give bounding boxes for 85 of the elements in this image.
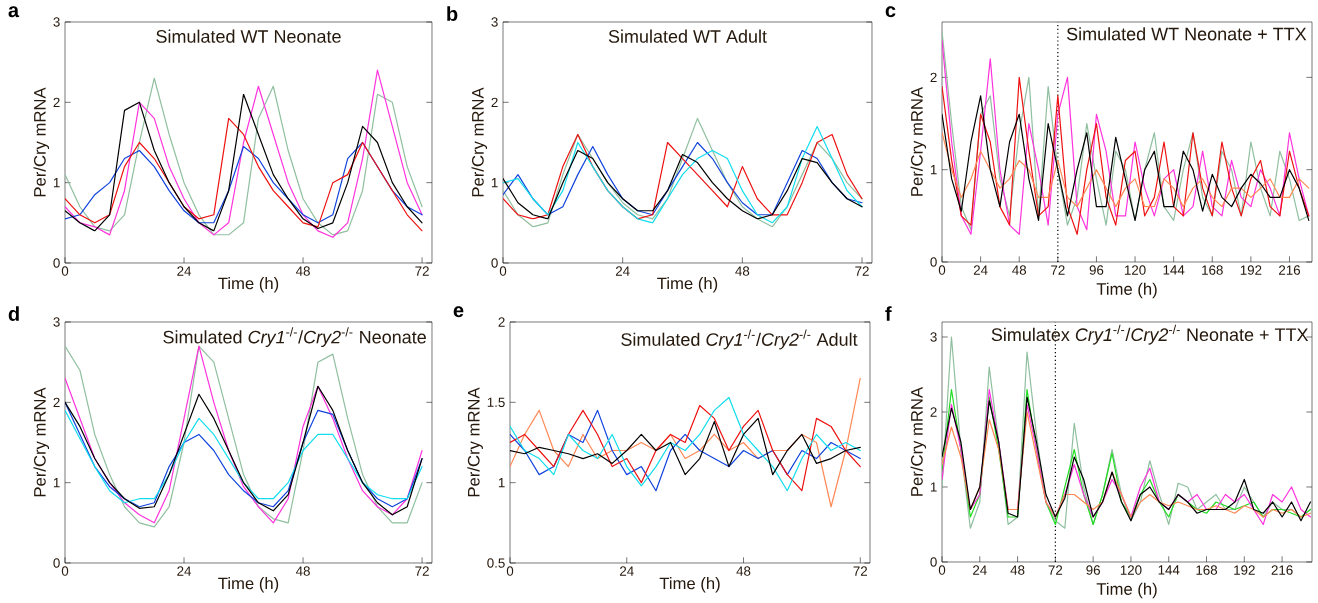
x-tick-label: 48 — [1010, 565, 1025, 575]
y-tick-label: 1 — [930, 482, 937, 492]
y-tick-label: 0 — [930, 257, 937, 267]
x-axis-title: Time (h) — [1096, 282, 1157, 299]
x-tick-label: 0 — [61, 266, 69, 276]
y-tick-label: 0 — [491, 258, 498, 268]
y-tick-label: 0 — [53, 258, 60, 268]
x-tick-label: 48 — [735, 266, 750, 276]
x-tick-label: 72 — [415, 266, 429, 276]
text: e — [453, 306, 464, 318]
x-axis-title: Time (h) — [218, 277, 279, 293]
x-tick-label: 168 — [1202, 265, 1223, 275]
y-tick-label: 1 — [498, 478, 505, 488]
x-tick-label: 120 — [1120, 565, 1142, 575]
y-tick-label: 1 — [53, 478, 60, 488]
x-tick-label: 96 — [1089, 265, 1104, 275]
text: b — [447, 6, 458, 22]
y-axis-title: Per/Cry mRNA — [471, 87, 488, 197]
x-tick-label: 168 — [1196, 565, 1218, 575]
line-series — [942, 411, 1312, 518]
chart-title: Simulated Cry1$^{-/-}$/Cry2$^{-/-}$ Adult — [621, 329, 858, 350]
x-tick-label: 48 — [1012, 265, 1027, 275]
y-tick-label: 1.5 — [487, 397, 505, 408]
x-tick-label: 48 — [295, 566, 310, 576]
text: a — [8, 6, 20, 18]
x-tick-label: 24 — [620, 566, 634, 576]
line-series — [510, 377, 861, 508]
x-tick-label: 48 — [736, 566, 751, 576]
x-tick-label: 0 — [506, 566, 514, 576]
y-axis-title: Per/Cry mRNA — [467, 387, 483, 497]
x-tick-label: 24 — [177, 266, 192, 276]
chart-title: Simulated Cry1$^{-/-}$/Cry2$^{-/-}$ Neonate — [163, 327, 426, 348]
y-tick-label: 2 — [930, 407, 937, 417]
line-series — [942, 76, 1310, 236]
x-tick-label: 144 — [1158, 565, 1180, 575]
x-axis-title: Time (h) — [657, 277, 718, 293]
y-tick-label: 2 — [53, 97, 60, 108]
x-tick-label: 96 — [1086, 565, 1100, 575]
text: c — [885, 6, 896, 18]
y-axis-title: Per/Cry mRNA — [910, 387, 927, 496]
x-tick-label: 48 — [295, 266, 310, 276]
text: f — [885, 306, 892, 321]
x-tick-label: 192 — [1240, 265, 1262, 275]
y-tick-label: 2 — [491, 97, 498, 108]
y-axis-title: Per/Cry mRNA — [33, 387, 50, 497]
x-tick-label: 0 — [61, 566, 69, 576]
x-tick-label: 72 — [855, 266, 869, 276]
y-tick-label: 2 — [53, 397, 60, 408]
y-tick-label: 2 — [498, 317, 505, 327]
x-tick-label: 192 — [1234, 565, 1255, 575]
y-tick-label: 0 — [53, 558, 60, 568]
chart-title: Simulated WT Neonate + TTX — [1066, 27, 1307, 41]
y-tick-label: 2 — [930, 72, 937, 83]
chart-title: Simulatex Cry1$^{-/-}$/Cry2$^{-/-}$ Neonate + TTX — [991, 324, 1309, 345]
y-tick-label: 0 — [930, 557, 937, 567]
x-axis-title: Time (h) — [1096, 582, 1157, 599]
y-tick-label: 3 — [53, 17, 60, 27]
text: d — [8, 306, 19, 322]
chart-title: Simulated WT Adult — [608, 29, 767, 43]
y-tick-label: 3 — [930, 332, 937, 342]
chart-title: Simulated WT Neonate — [156, 29, 341, 43]
x-tick-label: 72 — [1048, 565, 1063, 575]
x-tick-label: 144 — [1163, 265, 1185, 275]
x-axis-title: Time (h) — [218, 577, 279, 593]
x-tick-label: 24 — [177, 566, 192, 576]
x-tick-label: 0 — [938, 265, 946, 275]
y-tick-label: 1 — [491, 178, 498, 188]
y-tick-label: 1 — [53, 178, 60, 188]
x-tick-label: 24 — [615, 266, 630, 276]
x-tick-label: 0 — [938, 565, 946, 575]
y-tick-label: 3 — [53, 317, 60, 327]
y-tick-label: 3 — [491, 17, 498, 27]
x-tick-label: 216 — [1279, 265, 1301, 275]
x-tick-label: 120 — [1124, 265, 1146, 275]
y-axis-title: Per/Cry mRNA — [33, 87, 50, 197]
x-tick-label: 72 — [853, 566, 868, 576]
y-tick-label: 0.5 — [487, 558, 505, 568]
x-tick-label: 216 — [1271, 565, 1293, 575]
x-tick-label: 24 — [973, 265, 988, 275]
y-tick-label: 1 — [930, 165, 937, 175]
x-tick-label: 24 — [973, 565, 987, 575]
x-axis-title: Time (h) — [659, 577, 720, 593]
x-tick-label: 72 — [1051, 265, 1065, 275]
y-axis-title: Per/Cry mRNA — [910, 87, 927, 196]
x-tick-label: 72 — [415, 566, 429, 576]
